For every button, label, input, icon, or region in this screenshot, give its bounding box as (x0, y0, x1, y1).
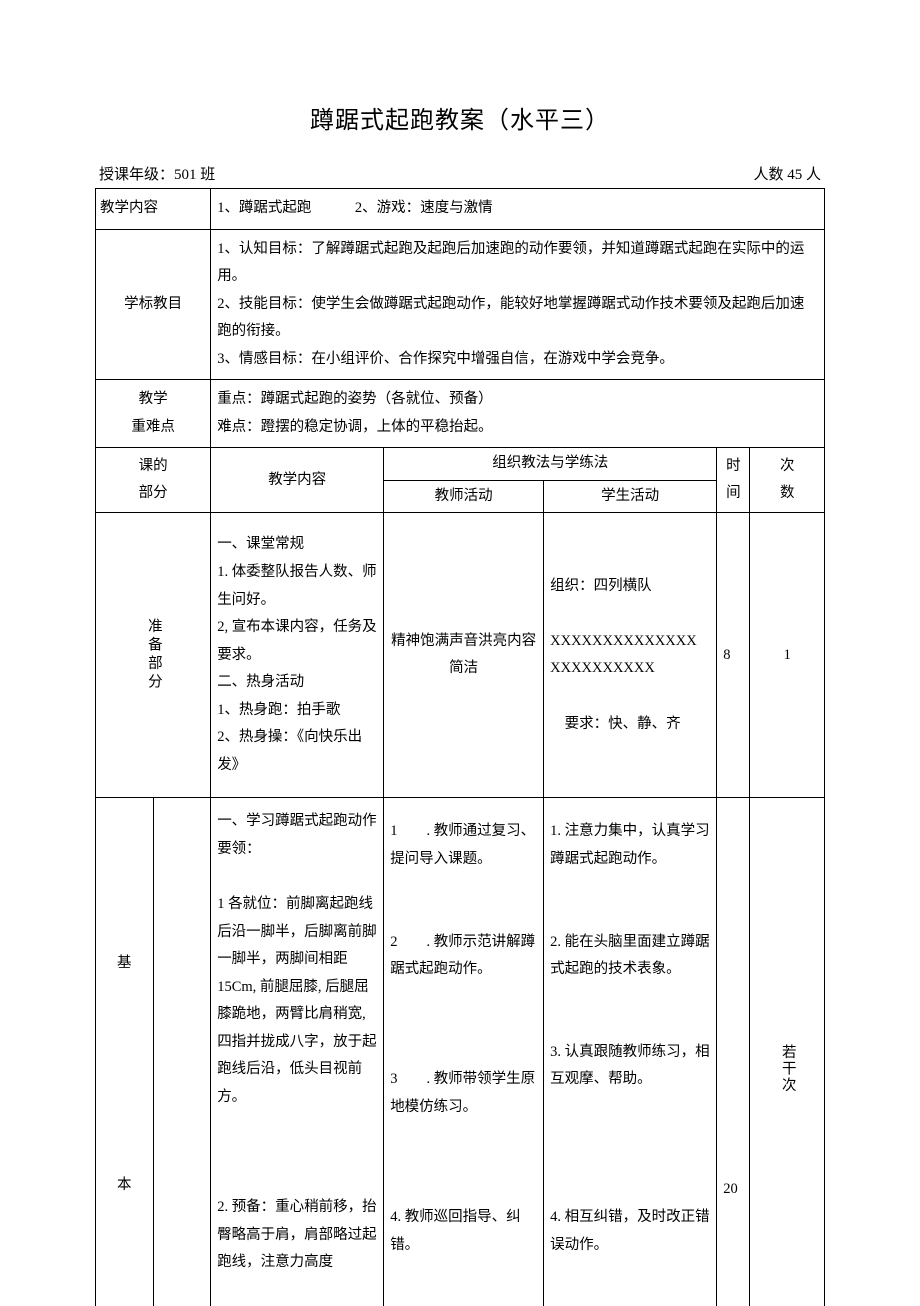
row-focus: 教学 重难点 重点：蹲踞式起跑的姿势（各就位、预备） 难点：蹬摆的稳定协调，上体… (96, 380, 825, 448)
doc-title: 蹲踞式起跑教案（水平三） (95, 100, 825, 135)
prep-teacher: 精神饱满声音洪亮内容简洁 (384, 513, 544, 798)
label-goals-text: 学标教目 (124, 296, 182, 312)
label-teaching-content: 教学内容 (96, 189, 211, 230)
label-basic-bottom: 本 (96, 1128, 154, 1306)
basic-student: 1. 注意力集中，认真学习蹲踞式起跑动作。 2. 能在头脑里面建立蹲踞式起跑的技… (544, 798, 717, 1306)
lesson-table: 教学内容 1、蹲踞式起跑 2、游戏：速度与激情 学标教目 1、认知目标：了解蹲踞… (95, 188, 825, 1306)
row-teaching-content: 教学内容 1、蹲踞式起跑 2、游戏：速度与激情 (96, 189, 825, 230)
prep-count: 1 (750, 513, 825, 798)
prep-content: 一、课堂常规 1. 体委整队报告人数、师生问好。 2, 宣布本课内容，任务及要求… (211, 513, 384, 798)
row-basic-1: 基 一、学习蹲踞式起跑动作要领： 1 各就位：前脚离起跑线后沿一脚半，后脚离前脚… (96, 798, 825, 1128)
basic-content: 一、学习蹲踞式起跑动作要领： 1 各就位：前脚离起跑线后沿一脚半，后脚离前脚一脚… (211, 798, 384, 1306)
hdr-time: 时 间 (717, 448, 750, 513)
row-goals: 学标教目 1、认知目标：了解蹲踞式起跑及起跑后加速跑的动作要领，并知道蹲踞式起跑… (96, 229, 825, 380)
label-focus: 教学 重难点 (96, 380, 211, 448)
hdr-part: 课的 部分 (96, 448, 211, 513)
basic-count: 若干次 (750, 798, 825, 1306)
cell-teaching-content: 1、蹲踞式起跑 2、游戏：速度与激情 (211, 189, 825, 230)
label-basic-top: 基 (96, 798, 154, 1128)
basic-teacher: 1 . 教师通过复习、提问导入课题。 2 . 教师示范讲解蹲踞式起跑动作。 3 … (384, 798, 544, 1306)
cell-goals: 1、认知目标：了解蹲踞式起跑及起跑后加速跑的动作要领，并知道蹲踞式起跑在实际中的… (211, 229, 825, 380)
row-prep: 准备部分 一、课堂常规 1. 体委整队报告人数、师生问好。 2, 宣布本课内容，… (96, 513, 825, 798)
label-goals: 学标教目 (96, 229, 211, 380)
label-prep: 准备部分 (96, 513, 211, 798)
basic-time: 20 (717, 798, 750, 1306)
hdr-teacher: 教师活动 (384, 480, 544, 513)
label-basic-spacer (153, 798, 211, 1306)
cell-focus: 重点：蹲踞式起跑的姿势（各就位、预备） 难点：蹬摆的稳定协调，上体的平稳抬起。 (211, 380, 825, 448)
prep-student: 组织：四列横队 XXXXXXXXXXXXXX XXXXXXXXXX 要求：快、静… (544, 513, 717, 798)
hdr-student: 学生活动 (544, 480, 717, 513)
hdr-method: 组织教法与学练法 (384, 448, 717, 481)
page-root: 蹲踞式起跑教案（水平三） 授课年级：501 班 人数 45 人 教学内容 1、蹲… (0, 0, 920, 1306)
prep-time: 8 (717, 513, 750, 798)
hdr-content: 教学内容 (211, 448, 384, 513)
count-label: 人数 45 人 (753, 163, 821, 184)
hdr-count: 次 数 (750, 448, 825, 513)
row-header-1: 课的 部分 教学内容 组织教法与学练法 时 间 次 数 (96, 448, 825, 481)
basic-count-text: 若干次 (776, 1044, 799, 1094)
grade-label: 授课年级：501 班 (99, 163, 215, 184)
meta-row: 授课年级：501 班 人数 45 人 (95, 163, 825, 184)
